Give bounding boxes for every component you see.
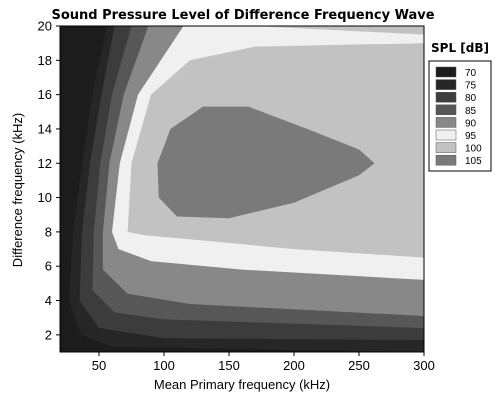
- y-tick-label: 16: [38, 87, 52, 102]
- x-tick-label: 100: [153, 358, 175, 373]
- legend-swatch-90: [435, 117, 457, 128]
- legend-label-75: 75: [465, 81, 477, 92]
- y-tick-label: 18: [38, 53, 52, 68]
- legend-label-105: 105: [465, 156, 482, 167]
- legend-label-100: 100: [465, 144, 482, 155]
- legend-swatch-100: [435, 142, 457, 153]
- legend-swatch-85: [435, 104, 457, 116]
- legend-swatch-80: [435, 91, 457, 103]
- legend-swatch-105: [435, 154, 457, 166]
- legend-frame: [428, 60, 492, 172]
- x-tick-label: 50: [92, 358, 106, 373]
- y-tick-label: 2: [45, 327, 52, 342]
- x-axis-ticks: 50 100 150 200 250 300: [92, 352, 435, 373]
- plot-frame: [59, 25, 425, 353]
- legend-swatch-75: [435, 79, 457, 90]
- plot-area: [60, 26, 424, 352]
- legend-swatch-70: [435, 66, 457, 78]
- y-tick-label: 12: [38, 156, 52, 171]
- y-tick-label: 4: [45, 293, 52, 308]
- y-tick-label: 6: [45, 259, 52, 274]
- x-tick-label: 250: [348, 358, 370, 373]
- chart-title: Sound Pressure Level of Difference Frequ…: [51, 8, 434, 23]
- contour-band-70: [60, 26, 99, 352]
- legend-label-85: 85: [465, 106, 477, 117]
- contour-layer: [60, 26, 424, 352]
- x-axis-label: Mean Primary frequency (kHz): [154, 377, 330, 392]
- x-tick-label: 150: [218, 358, 240, 373]
- y-axis-label: Difference frequency (kHz): [10, 113, 25, 267]
- x-tick-label: 200: [283, 358, 305, 373]
- legend-swatch-95: [435, 129, 457, 141]
- legend-title: SPL [dB]: [431, 41, 489, 55]
- y-tick-label: 20: [38, 19, 52, 34]
- legend-label-70: 70: [465, 68, 477, 79]
- x-tick-label: 300: [413, 358, 435, 373]
- y-tick-label: 10: [38, 190, 52, 205]
- y-tick-label: 14: [38, 121, 52, 136]
- legend-label-80: 80: [465, 93, 477, 104]
- contour-band-105: [157, 106, 375, 219]
- y-tick-label: 8: [45, 224, 52, 239]
- legend-label-90: 90: [465, 118, 477, 129]
- y-axis-ticks: 2 4 6 8 10 12 14 16 18 20: [38, 19, 60, 342]
- legend-label-95: 95: [465, 131, 477, 142]
